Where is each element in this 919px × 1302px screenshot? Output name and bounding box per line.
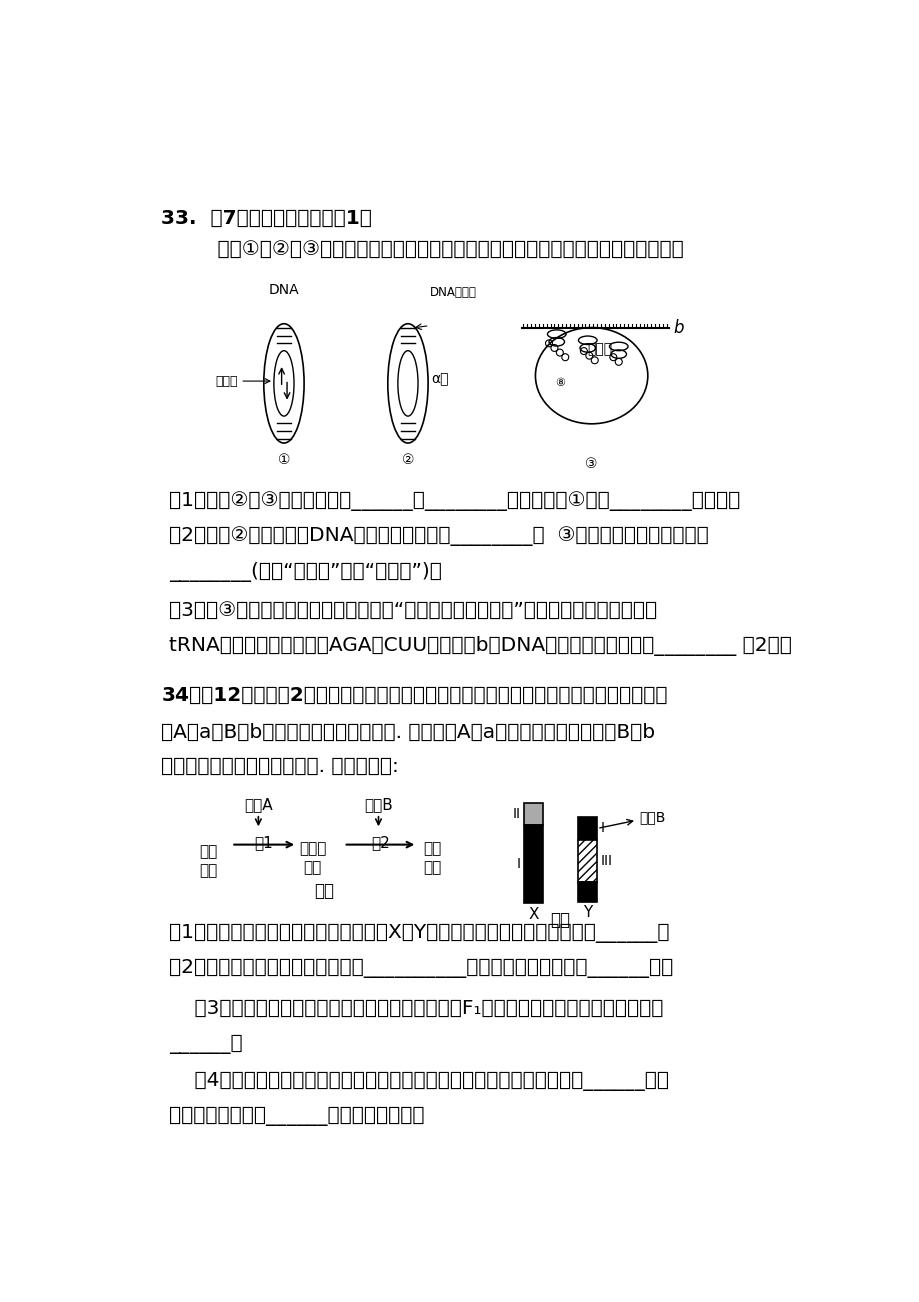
Bar <box>578 816 596 840</box>
Text: ________(填从“左到右”或从“右到左”)。: ________(填从“左到右”或从“右到左”)。 <box>169 562 442 582</box>
Text: Y: Y <box>583 905 592 921</box>
Text: （3）某一白花雌株与一开金黄色花雄株杂交所得F₁都开绻花，则白花雌株的基因型是: （3）某一白花雌株与一开金黄色花雄株杂交所得F₁都开绻花，则白花雌株的基因型是 <box>169 1000 663 1018</box>
Text: 绿色
色素: 绿色 色素 <box>423 841 441 875</box>
Text: 白色
色素: 白色 色素 <box>199 845 217 879</box>
Text: 33.  共7分，除标注外，每穷1分: 33. 共7分，除标注外，每穷1分 <box>162 208 372 228</box>
Text: ②: ② <box>402 453 414 466</box>
Text: （2）进行②过程时，与DNA中起点结合的酶是________。  ③过程核糖体的移动方向是: （2）进行②过程时，与DNA中起点结合的酶是________。 ③过程核糖体的移… <box>169 526 709 547</box>
Text: 起始点: 起始点 <box>215 375 269 388</box>
Text: tRNA上的反密码子分别为AGA、CUU，则合成b的DNA模板链的碘基序列为________ （2分）: tRNA上的反密码子分别为AGA、CUU，则合成b的DNA模板链的碘基序列为__… <box>169 635 791 656</box>
Text: （1）据图乙可知，在减数分裂过程中，X与Y染色体能发生交叉互换的区段是______。: （1）据图乙可知，在减数分裂过程中，X与Y染色体能发生交叉互换的区段是_____… <box>169 924 669 943</box>
Text: ①: ① <box>278 453 289 466</box>
Text: 图中①、②、③分别表示真核细胞内三种物质的合成过程，据图回答下列有关问题。: 图中①、②、③分别表示真核细胞内三种物质的合成过程，据图回答下列有关问题。 <box>192 240 684 258</box>
Text: I: I <box>516 857 520 871</box>
Text: 金黄色
色素: 金黄色 色素 <box>299 841 326 875</box>
Text: I: I <box>600 822 605 836</box>
Text: ⑧: ⑧ <box>555 379 565 388</box>
Text: 因A和a、B和b共同控制（如图甲所示）. 其中基因A和a位于常染色体上，基因B和b: 因A和a、B和b共同控制（如图甲所示）. 其中基因A和a位于常染色体上，基因B和… <box>162 723 655 742</box>
Text: 图甲: 图甲 <box>314 881 334 900</box>
Bar <box>524 803 542 824</box>
Text: ______。: ______。 <box>169 1035 243 1053</box>
Text: II: II <box>512 807 520 820</box>
Text: b: b <box>673 319 683 337</box>
Text: （4）要确定某一开绻花的雌性植株的基因型，可采用的最简捷方案是用______个体: （4）要确定某一开绻花的雌性植株的基因型，可采用的最简捷方案是用______个体 <box>169 1072 668 1091</box>
Text: 酶1: 酶1 <box>255 836 273 850</box>
Text: 基因A: 基因A <box>244 797 272 812</box>
Bar <box>524 824 542 904</box>
Text: 基因B: 基因B <box>364 797 392 812</box>
Text: α链: α链 <box>431 372 448 387</box>
Text: （写基因型）与其______（杂交、测交）。: （写基因型）与其______（杂交、测交）。 <box>169 1107 425 1126</box>
Text: DNA起始点: DNA起始点 <box>429 285 476 298</box>
Text: 图乙: 图乙 <box>550 911 570 928</box>
Bar <box>578 883 596 901</box>
Text: 在性染色体上（如图乙所示）. 请据图回答:: 在性染色体上（如图乙所示）. 请据图回答: <box>162 756 399 776</box>
Text: 酶2: 酶2 <box>371 836 390 850</box>
Text: III: III <box>600 854 612 868</box>
Text: DNA: DNA <box>268 284 299 297</box>
Text: ③: ③ <box>584 457 597 470</box>
Text: 核糖体: 核糖体 <box>586 341 611 355</box>
Text: 基因B: 基因B <box>599 810 665 828</box>
Text: 34、（12分，每穷2分）女娄菜是一种雌雄异株的二倍体植物，其花色遗传由两对等位基: 34、（12分，每穷2分）女娄菜是一种雌雄异株的二倍体植物，其花色遗传由两对等位… <box>162 686 667 704</box>
Text: X: X <box>528 907 539 922</box>
Bar <box>578 840 596 883</box>
Text: （2）开金黄色花的雄株的基因型有__________，绻花植株的基因型有______种。: （2）开金黄色花的雄株的基因型有__________，绻花植株的基因型有____… <box>169 960 673 979</box>
Text: （1）图示②、③过程分别表示______、________过程，过程①具有________的特点。: （1）图示②、③过程分别表示______、________过程，过程①具有___… <box>169 491 740 510</box>
Text: （3）若③多肽链中有一段氨基酸序列为“一丝氨酸－谷氨酸－”，携带丝氨酸和谷氨酸的: （3）若③多肽链中有一段氨基酸序列为“一丝氨酸－谷氨酸－”，携带丝氨酸和谷氨酸的 <box>169 600 657 620</box>
